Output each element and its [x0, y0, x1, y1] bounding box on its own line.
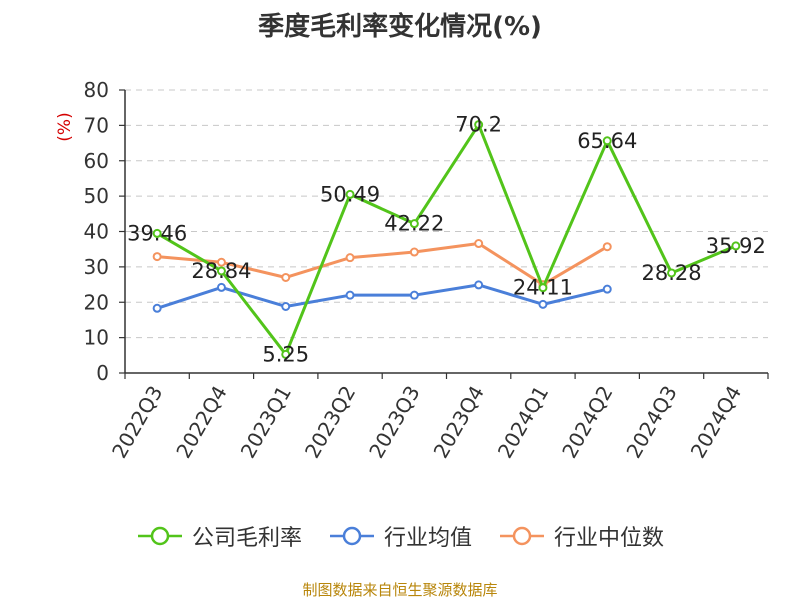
y-tick-label: 60: [84, 149, 109, 173]
data-point: [216, 282, 226, 292]
x-tick-label: 2022Q4: [171, 382, 231, 463]
y-tick-label: 40: [84, 220, 109, 244]
x-tick-label: 2024Q3: [621, 382, 681, 463]
x-tick-label: 2024Q1: [493, 382, 553, 463]
data-point: [538, 299, 548, 309]
series-0: [152, 120, 741, 359]
data-point: [409, 219, 419, 229]
legend: 公司毛利率 行业均值 行业中位数: [0, 520, 800, 552]
data-label: 5.25: [262, 342, 309, 366]
y-tick-label: 30: [84, 255, 109, 279]
data-point: [409, 247, 419, 257]
chart-title: 季度毛利率变化情况(%): [258, 12, 542, 42]
y-tick-label: 20: [84, 290, 109, 314]
x-tick-label: 2023Q4: [429, 382, 489, 463]
data-label: 70.2: [455, 113, 502, 137]
data-label: 35.92: [706, 234, 766, 258]
y-tick-label: 70: [84, 113, 109, 137]
data-point: [602, 284, 612, 294]
source-note: 制图数据来自恒生聚源数据库: [302, 581, 498, 599]
y-tick-label: 80: [84, 78, 109, 102]
data-point: [345, 290, 355, 300]
data-point: [152, 252, 162, 262]
data-point: [152, 228, 162, 238]
data-label: 42.22: [384, 212, 444, 236]
series-1: [152, 280, 612, 313]
y-axis-label: (%): [55, 112, 75, 141]
y-tick-label: 0: [96, 361, 109, 385]
series-line: [156, 283, 608, 310]
data-label: 24.11: [513, 276, 573, 300]
data-label: 65.64: [577, 129, 637, 153]
legend-marker-icon: [500, 526, 544, 546]
data-point: [281, 272, 291, 282]
data-label: 39.46: [127, 221, 187, 245]
data-point: [345, 253, 355, 263]
data-point: [281, 301, 291, 311]
data-point: [152, 303, 162, 313]
series-line: [156, 123, 737, 356]
legend-item[interactable]: 行业中位数: [498, 520, 664, 552]
data-label: 28.84: [191, 259, 251, 283]
y-tick-label: 10: [84, 326, 109, 350]
data-point: [602, 136, 612, 146]
series-line: [157, 242, 609, 287]
data-point: [474, 280, 484, 290]
data-point: [667, 268, 677, 278]
data-point: [602, 242, 612, 252]
x-tick-label: 2022Q3: [107, 382, 167, 463]
data-point: [345, 189, 355, 199]
legend-marker-icon: [137, 526, 182, 546]
data-point: [216, 266, 226, 276]
y-tick-label: 50: [84, 184, 109, 208]
series-lines: [152, 120, 741, 359]
legend-label: 公司毛利率: [191, 526, 302, 551]
data-label: 50.49: [320, 182, 380, 206]
legend-item[interactable]: 公司毛利率: [136, 520, 302, 552]
x-tick-label: 2024Q2: [557, 382, 617, 463]
data-point: [281, 349, 291, 359]
legend-item[interactable]: 行业均值: [328, 520, 472, 552]
data-point: [731, 241, 741, 251]
data-point: [538, 283, 548, 293]
x-tick-label: 2023Q3: [364, 382, 424, 463]
legend-marker-icon: [329, 526, 374, 546]
legend-label: 行业中位数: [554, 526, 665, 551]
data-point: [474, 239, 484, 249]
data-label: 28.28: [641, 261, 701, 285]
x-tick-label: 2023Q2: [300, 382, 360, 463]
legend-label: 行业均值: [383, 526, 472, 551]
data-point: [409, 290, 419, 300]
x-tick-label: 2024Q4: [686, 382, 746, 463]
x-tick-label: 2023Q1: [236, 382, 296, 463]
grid-lines: [125, 89, 768, 339]
data-point: [216, 257, 226, 267]
data-point: [474, 120, 484, 130]
